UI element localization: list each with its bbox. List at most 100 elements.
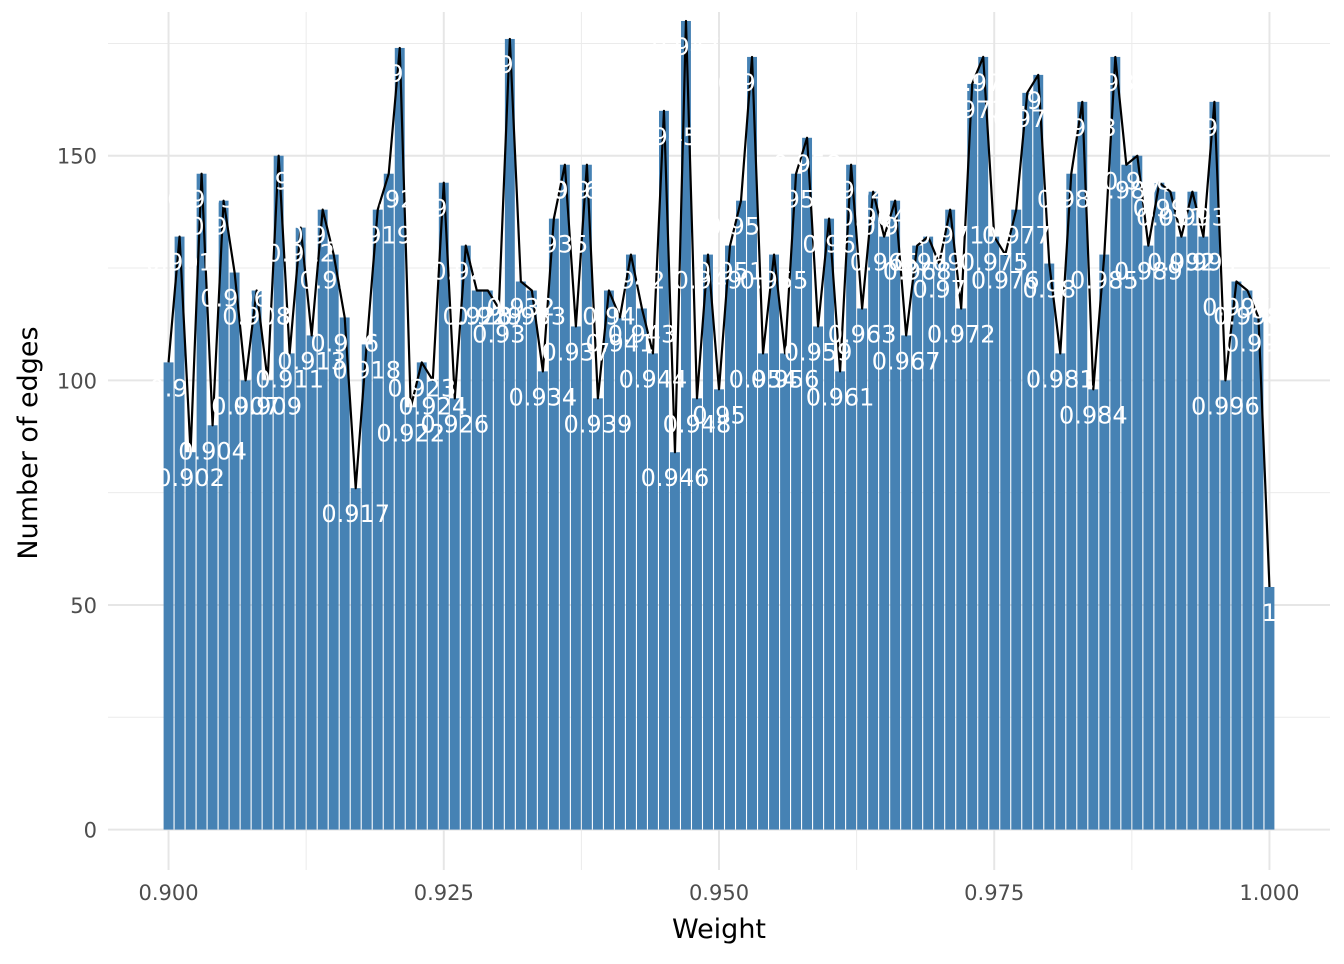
bar (1099, 254, 1110, 830)
data-label: 0.921 (365, 60, 434, 88)
data-label: 0.957 (762, 186, 831, 214)
bar (295, 227, 306, 830)
data-label: 0.901 (145, 249, 214, 277)
data-label: 0.948 (663, 410, 732, 438)
bar (956, 308, 967, 830)
bar (802, 137, 813, 830)
bar (857, 308, 868, 830)
data-label: 0.984 (1059, 401, 1128, 429)
data-label: 0.966 (861, 213, 930, 241)
data-label: 0.991 (1136, 204, 1205, 232)
bar (1187, 191, 1198, 830)
data-label: 0.943 (608, 320, 677, 348)
data-label: 0.947 (652, 33, 721, 61)
bar (581, 164, 592, 830)
data-label: 0.959 (784, 338, 853, 366)
bar (647, 353, 658, 830)
bar (163, 362, 174, 830)
data-label: 0.932 (486, 294, 555, 322)
data-label: 1 (1262, 599, 1277, 627)
data-label: 0.995 (1180, 114, 1249, 142)
data-label: 0.904 (178, 437, 247, 465)
bar (405, 407, 416, 830)
bar (978, 56, 989, 830)
trend-line (167, 19, 1271, 588)
data-label: 0.927 (431, 258, 500, 286)
bar (625, 254, 636, 830)
data-label: 0.985 (1070, 267, 1139, 295)
data-label: 0.925 (409, 195, 478, 223)
bar (989, 236, 1000, 830)
bar (449, 398, 460, 830)
bar (725, 245, 735, 830)
data-label: 0.949 (674, 267, 743, 295)
bar (934, 263, 945, 830)
bar (1000, 254, 1011, 830)
x-axis-ticks: 0.900 0.925 0.950 0.975 1.000 (138, 881, 1299, 905)
bar (1110, 56, 1121, 830)
bar (460, 245, 471, 830)
data-label: 0.977 (982, 222, 1051, 250)
data-label: 0.937 (542, 338, 611, 366)
bar (1121, 164, 1132, 830)
data-label: 0.998 (1213, 303, 1282, 331)
line-layer (167, 19, 1271, 588)
data-label: 0.9 (149, 374, 187, 402)
data-label: 0.979 (1004, 87, 1073, 115)
bar (1011, 209, 1022, 830)
bar (879, 236, 890, 830)
data-labels-layer: 0.90.9010.9020.9030.9040.9050.9060.9070.… (145, 33, 1293, 627)
data-label: 0.938 (553, 177, 622, 205)
data-label: 0.903 (167, 186, 236, 214)
data-label: 0.912 (266, 240, 335, 268)
bar (493, 308, 504, 830)
data-label: 0.93 (472, 320, 525, 348)
data-label: 0.923 (387, 374, 456, 402)
bar (1231, 281, 1242, 830)
data-label: 0.958 (773, 150, 842, 178)
bar (328, 254, 339, 830)
y-tick-label: 50 (70, 594, 97, 618)
bar (846, 164, 857, 830)
data-label: 0.973 (938, 96, 1007, 124)
bar (504, 38, 515, 830)
bar (570, 326, 581, 830)
data-label: 0.962 (817, 177, 886, 205)
bar (1242, 290, 1253, 830)
data-label: 0.92 (362, 186, 415, 214)
bar (526, 290, 537, 830)
bar (1055, 353, 1066, 830)
bar (769, 254, 779, 830)
bar (659, 110, 669, 830)
data-label: 0.911 (255, 365, 324, 393)
bar (901, 335, 912, 830)
data-label: 0.983 (1048, 114, 1117, 142)
data-label: 0.974 (949, 69, 1018, 97)
data-label: 0.978 (993, 105, 1062, 133)
data-label: 0.908 (222, 303, 291, 331)
data-label: 0.989 (1114, 258, 1183, 286)
data-label: 0.994 (1169, 249, 1238, 277)
bar (317, 209, 328, 830)
x-tick-label: 0.950 (689, 881, 749, 905)
bar (229, 272, 240, 830)
bar (636, 308, 647, 830)
bar (1132, 155, 1143, 830)
bar (339, 317, 350, 830)
bar (559, 164, 570, 830)
data-label: 0.981 (1026, 365, 1095, 393)
y-tick-label: 150 (57, 145, 97, 169)
bar (174, 236, 185, 830)
data-label: 0.993 (1158, 204, 1227, 232)
bar (923, 236, 934, 830)
bar (383, 173, 394, 830)
data-label: 0.942 (597, 267, 666, 295)
bar (196, 173, 207, 830)
y-tick-label: 0 (84, 819, 97, 843)
data-label: 0.963 (828, 320, 897, 348)
bar (251, 290, 262, 830)
data-label: 0.997 (1202, 294, 1271, 322)
data-label: 0.972 (927, 320, 996, 348)
x-tick-label: 0.975 (964, 881, 1024, 905)
